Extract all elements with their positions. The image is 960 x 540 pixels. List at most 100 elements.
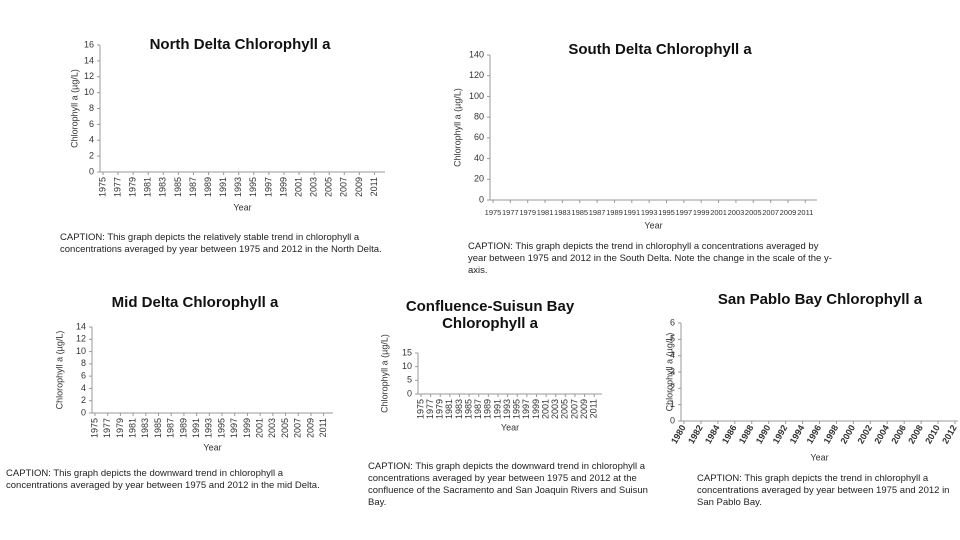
x-tick-label: 1983: [454, 399, 464, 419]
x-tick-label: 2009: [579, 399, 589, 419]
x-tick-label: 1977: [102, 418, 112, 438]
x-axis-label: Year: [233, 202, 251, 212]
x-tick-label: 1995: [658, 208, 675, 217]
x-tick-label: 1996: [805, 423, 824, 445]
y-tick-label: 14: [76, 321, 86, 331]
y-tick-label: 1: [670, 399, 675, 409]
caption: CAPTION: This graph depicts the trend in…: [468, 241, 832, 276]
y-tick-label: 6: [89, 119, 94, 129]
x-tick-label: 1975: [89, 418, 99, 438]
x-tick-label: 2003: [550, 399, 560, 419]
x-tick-label: 1989: [606, 208, 623, 217]
y-tick-label: 3: [670, 366, 675, 376]
x-tick-label: 2001: [710, 208, 727, 217]
x-tick-label: 1999: [693, 208, 710, 217]
y-tick-label: 10: [402, 361, 412, 371]
x-tick-label: 1997: [229, 418, 239, 438]
y-tick-label: 0: [81, 407, 86, 417]
x-tick-label: 1983: [140, 418, 150, 438]
y-tick-label: 80: [474, 112, 484, 122]
x-tick-label: 1993: [204, 418, 214, 438]
y-tick-label: 0: [407, 388, 412, 398]
x-tick-label: 1982: [686, 423, 705, 445]
y-tick-label: 12: [84, 71, 94, 81]
x-axis-label: Year: [203, 442, 221, 452]
x-tick-label: 1991: [191, 418, 201, 438]
x-tick-label: 1987: [473, 399, 483, 419]
x-tick-label: 1981: [537, 208, 554, 217]
x-tick-label: 1988: [737, 423, 756, 445]
x-tick-label: 1995: [512, 399, 522, 419]
y-tick-label: 4: [670, 350, 675, 360]
y-axis-label: Chlorophyll a (µg/L): [379, 334, 389, 413]
x-tick-label: 2005: [324, 177, 334, 197]
x-tick-label: 1983: [158, 177, 168, 197]
x-tick-label: 1993: [641, 208, 658, 217]
y-tick-label: 2: [81, 395, 86, 405]
y-tick-label: 120: [469, 70, 484, 80]
x-tick-label: 1981: [444, 399, 454, 419]
x-tick-label: 2005: [745, 208, 762, 217]
y-axis-label: Chlorophyll a (µg/L): [452, 88, 462, 167]
x-tick-label: 1985: [173, 177, 183, 197]
x-axis-label: Year: [501, 422, 519, 432]
x-tick-label: 1987: [166, 418, 176, 438]
y-tick-label: 0: [479, 194, 484, 204]
caption: CAPTION: This graph depicts the downward…: [6, 468, 320, 491]
x-tick-label: 2011: [797, 208, 813, 217]
x-axis-label: Year: [644, 220, 662, 230]
y-axis-label: Chlorophyll a (µg/L): [54, 331, 64, 410]
x-tick-label: 1985: [153, 418, 163, 438]
x-tick-label: 1977: [502, 208, 519, 217]
x-tick-label: 2000: [838, 423, 857, 445]
x-tick-label: 1989: [483, 399, 493, 419]
x-tick-label: 1989: [203, 177, 213, 197]
x-tick-label: 2003: [309, 177, 319, 197]
x-tick-label: 1991: [492, 399, 502, 419]
x-tick-label: 1979: [519, 208, 536, 217]
x-tick-label: 1993: [233, 177, 243, 197]
caption: CAPTION: This graph depicts the trend in…: [697, 473, 950, 508]
x-tick-label: 1990: [754, 423, 773, 445]
y-tick-label: 6: [81, 371, 86, 381]
x-tick-label: 1979: [115, 418, 125, 438]
y-tick-label: 12: [76, 334, 86, 344]
y-tick-label: 2: [670, 383, 675, 393]
x-tick-label: 1985: [463, 399, 473, 419]
y-tick-label: 0: [670, 415, 675, 425]
x-tick-label: 1981: [127, 418, 137, 438]
x-tick-label: 1998: [822, 423, 841, 445]
x-tick-label: 1980: [669, 423, 688, 445]
y-tick-label: 0: [89, 166, 94, 176]
x-tick-label: 2003: [728, 208, 745, 217]
x-tick-label: 2007: [293, 418, 303, 438]
x-tick-label: 1975: [97, 177, 107, 197]
x-tick-label: 2004: [872, 423, 891, 445]
chart-title: Mid Delta Chlorophyll a: [111, 294, 279, 311]
y-tick-label: 10: [76, 346, 86, 356]
x-tick-label: 1995: [216, 418, 226, 438]
x-tick-label: 2005: [280, 418, 290, 438]
x-tick-label: 2002: [855, 423, 874, 445]
y-axis-label: Chlorophyll a (µg/L): [69, 69, 79, 148]
x-tick-label: 1997: [676, 208, 693, 217]
y-axis-label: Chlorophyll a (µg/L): [664, 333, 674, 412]
y-tick-label: 60: [474, 132, 484, 142]
x-tick-label: 1991: [218, 177, 228, 197]
y-tick-label: 6: [670, 317, 675, 327]
y-tick-label: 10: [84, 87, 94, 97]
y-tick-label: 40: [474, 153, 484, 163]
y-tick-label: 8: [89, 103, 94, 113]
x-tick-label: 1987: [188, 177, 198, 197]
y-tick-label: 14: [84, 55, 94, 65]
x-tick-label: 1995: [248, 177, 258, 197]
y-tick-label: 4: [89, 135, 94, 145]
x-tick-label: 2003: [267, 418, 277, 438]
x-tick-label: 1979: [128, 177, 138, 197]
x-tick-label: 1984: [703, 423, 722, 445]
x-tick-label: 1975: [485, 208, 502, 217]
x-tick-label: 2007: [762, 208, 779, 217]
chart-title: San Pablo Bay Chlorophyll a: [717, 291, 923, 308]
x-tick-label: 2012: [940, 423, 959, 445]
